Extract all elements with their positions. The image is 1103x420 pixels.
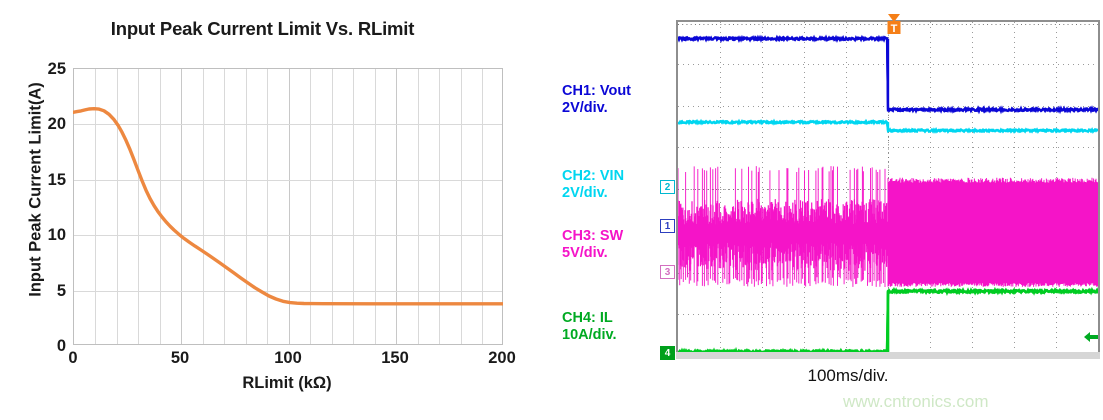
chart-title: Input Peak Current Limit Vs. RLimit [110,18,415,39]
scope-graticule [676,20,1100,358]
watermark: www.cntronics.com [843,392,989,411]
scope-marker-ch4[interactable]: 4 [660,346,675,360]
x-tick-50: 50 [170,349,190,367]
channel-legend-ch4-name: CH4: IL [562,310,613,326]
trigger-marker[interactable]: T [887,14,901,35]
channel-legend-ch3-name: CH3: SW [562,228,624,244]
channel-legend-ch4: CH4: IL 10A/div. [562,310,617,344]
channel-legend-ch2-name: CH2: VIN [562,168,625,184]
scope-marker-ch2[interactable]: 2 [660,180,675,194]
scope-bottom-band [676,352,1100,359]
channel-legend-ch3: CH3: SW 5V/div. [562,228,623,262]
scope-waveforms [678,34,1098,356]
y-tick-0: 0 [56,337,66,355]
channel-legend-ch2: CH2: VIN 2V/div. [562,168,624,202]
y-tick-5: 5 [56,282,66,300]
y-tick-15: 15 [47,171,66,189]
oscilloscope-panel: CH1: Vout 2V/div. CH2: VIN 2V/div. CH3: … [553,0,1103,420]
channel-legend-ch4-scale: 10A/div. [562,327,617,344]
chart-x-axis-label: RLimit (kΩ) [242,374,332,392]
channel-legend-ch3-scale: 5V/div. [562,245,608,262]
channel-legend-ch1: CH1: Vout 2V/div. [562,83,631,117]
svg-text:T: T [891,23,898,35]
x-tick-0: 0 [68,349,78,367]
channel-legend-ch1-name: CH1: Vout [562,83,632,99]
x-tick-150: 150 [381,349,409,367]
scope-timebase-label: 100ms/div. [807,366,889,385]
scope-marker-ch1[interactable]: 1 [660,219,675,233]
y-tick-20: 20 [47,115,66,133]
ch4-ground-arrow-icon [1084,330,1098,344]
channel-legend-ch2-scale: 2V/div. [562,185,608,202]
y-tick-25: 25 [47,60,66,78]
y-tick-10: 10 [47,226,66,244]
xy-chart-panel: Input Peak Current Limit Vs. RLimit Inpu… [27,18,516,392]
scope-marker-ch3[interactable]: 3 [660,265,675,279]
chart-plot-area [73,68,503,345]
x-tick-100: 100 [274,349,302,367]
channel-legend-ch1-scale: 2V/div. [562,100,608,117]
x-tick-200: 200 [488,349,516,367]
